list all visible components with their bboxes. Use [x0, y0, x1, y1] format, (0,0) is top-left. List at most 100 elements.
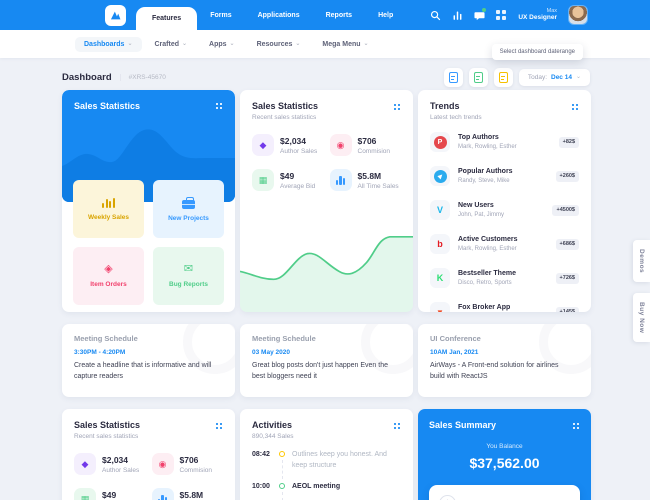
stats-grid: ◆ $2,034 Author Sales ◉ $706 Commision ▦ $…: [62, 440, 235, 500]
subnav-resources[interactable]: Resources ⌄: [256, 40, 301, 48]
list-doc-button[interactable]: [493, 67, 513, 87]
list-icon: [498, 71, 508, 83]
card-subtitle: Recent sales statistics: [252, 114, 317, 121]
author-sales-icon: ◆: [252, 134, 274, 156]
nav-applications[interactable]: Applications: [257, 11, 300, 19]
tile-weekly-sales[interactable]: Weekly Sales: [73, 180, 144, 238]
sales-line-chart: [240, 235, 413, 312]
expand-dots-icon[interactable]: [393, 422, 401, 430]
page-code: #XRS-45670: [119, 73, 166, 81]
coins-icon: ◉: [151, 453, 174, 475]
bar-chart-icon: [101, 197, 116, 208]
nav-help[interactable]: Help: [378, 11, 394, 19]
event-text: Great blog posts don't just happen Even …: [252, 362, 388, 380]
buy-now-tab[interactable]: Buy Now: [633, 293, 650, 343]
nav-reports[interactable]: Reports: [325, 11, 353, 19]
kickstarter-icon: K: [430, 268, 450, 288]
card-title: Sales Summary: [429, 420, 497, 430]
beats-icon: b: [430, 234, 450, 254]
trend-popular-authors[interactable]: ▶ Popular Authors Randy, Steve, Mike +260…: [430, 159, 579, 193]
stats-grid: ◆ $2,034 Author Sales ◉ $706 Commision ▦ $…: [240, 121, 413, 191]
report-doc-button[interactable]: [443, 67, 463, 87]
trend-top-authors[interactable]: P Top Authors Mark, Rowling, Esther +82$: [430, 125, 579, 159]
add-doc-button[interactable]: [468, 67, 488, 87]
event-title: Meeting Schedule: [252, 334, 316, 343]
nav-features[interactable]: Features: [136, 7, 198, 30]
tile-item-orders[interactable]: ◈ Item Orders: [73, 247, 144, 305]
activities-card: Activities 890,344 Sales 08:42 Outlines …: [240, 409, 413, 500]
card-subtitle: Recent sales statistics: [74, 433, 139, 440]
user-info[interactable]: Max UX Designer: [518, 8, 557, 23]
trend-badge: +726$: [555, 272, 579, 284]
statistics-icon[interactable]: [452, 10, 463, 21]
event-text: AirWays - A Front-end solution for airli…: [430, 362, 559, 380]
main-content: Dashboard #XRS-45670 Today: Dec 14 ⌄ Sal…: [0, 58, 650, 500]
header-tools: Today: Dec 14 ⌄: [443, 67, 590, 87]
timeline-dot-yellow: [279, 451, 285, 457]
page-header: Dashboard #XRS-45670 Today: Dec 14 ⌄: [62, 66, 590, 88]
sales-statistics-card: Sales Statistics Recent sales statistics…: [240, 90, 413, 312]
daterange-button[interactable]: Today: Dec 14 ⌄: [518, 68, 590, 86]
card-title: Sales Statistics: [74, 420, 141, 430]
expand-dots-icon[interactable]: [572, 422, 580, 430]
card-grid: Sales Statistics Weekly Sales New Projec…: [62, 90, 591, 500]
subnav-crafted[interactable]: Crafted ⌄: [154, 40, 188, 48]
subnav-dashboards[interactable]: Dashboards ⌄: [75, 36, 142, 52]
card-title: Activities: [252, 420, 293, 430]
activity-item: 10:00 AEOL meeting: [252, 482, 401, 500]
avatar[interactable]: [568, 5, 588, 25]
expand-dots-icon[interactable]: [571, 103, 579, 111]
card-title: Sales Statistics: [74, 101, 141, 111]
tile-new-projects[interactable]: New Projects: [153, 180, 224, 238]
trends-card: Trends Latest tech trends P Top Authors M…: [418, 90, 591, 312]
basket-icon: ▦: [252, 169, 274, 191]
user-role: UX Designer: [518, 14, 557, 22]
layers-icon: ◈: [104, 263, 113, 275]
nav-forms[interactable]: Forms: [210, 11, 232, 19]
balance-value: $37,562.00: [469, 455, 540, 471]
card-title: Trends: [430, 101, 460, 111]
chevron-down-icon: ⌄: [127, 41, 133, 47]
trend-fox-broker-app[interactable]: ▼ Fox Broker AppFinance, Corporate, Apps…: [430, 295, 579, 312]
expand-dots-icon[interactable]: [215, 102, 223, 110]
subnav-mega-menu[interactable]: Mega Menu ⌄: [322, 40, 369, 48]
apps-grid-icon[interactable]: [496, 9, 507, 21]
chevron-down-icon: ⌄: [229, 41, 235, 47]
coins-icon: ◉: [329, 134, 352, 156]
meeting-schedule-card-1: Meeting Schedule 3:30PM - 4:20PM Create …: [62, 324, 235, 397]
demos-tab[interactable]: Demos: [633, 240, 650, 283]
trend-new-users[interactable]: V New Users John, Pat, Jimmy +4500$: [430, 193, 579, 227]
product-hunt-icon: P: [430, 132, 450, 152]
subnav-apps[interactable]: Apps ⌄: [209, 40, 235, 48]
sales-summary-card: Sales Summary You Balance $37,562.00 $ S…: [418, 409, 591, 500]
ui-conference-card: UI Conference 10AM Jan, 2021 AirWays - A…: [418, 324, 591, 397]
trend-bestseller-theme[interactable]: K Bestseller Theme Disco, Retro, Sports +…: [430, 261, 579, 295]
tile-bug-reports[interactable]: ✉ Bug Reports: [153, 247, 224, 305]
event-time: 3:30PM - 4:20PM: [74, 349, 126, 356]
card-subtitle: Latest tech trends: [430, 114, 482, 121]
sales-statistics-card-2: Sales Statistics Recent sales statistics…: [62, 409, 235, 500]
app-logo[interactable]: [105, 4, 126, 26]
expand-dots-icon[interactable]: [393, 103, 401, 111]
stat-commission: ◉ $706 Commision: [151, 453, 224, 475]
activity-item: 08:42 Outlines keep you honest. And keep…: [252, 450, 401, 480]
chat-icon[interactable]: [474, 7, 487, 21]
main-menu: Features Forms Applications Reports Help: [136, 0, 406, 30]
expand-dots-icon[interactable]: [215, 422, 223, 430]
mail-icon: ✉: [183, 263, 194, 275]
card-subtitle: 890,344 Sales: [252, 433, 294, 440]
trend-list: P Top Authors Mark, Rowling, Esther +82$ …: [418, 121, 591, 312]
event-title: UI Conference: [430, 334, 481, 343]
trend-active-customers[interactable]: b Active Customers Mark, Rowling, Esther …: [430, 227, 579, 261]
page-title: Dashboard: [62, 71, 112, 83]
chevron-down-icon: ⌄: [363, 41, 369, 47]
stat-commission: ◉ $706 Commision: [329, 134, 402, 156]
topbar: Features Forms Applications Reports Help…: [0, 0, 650, 30]
quick-tiles: Weekly Sales New Projects ◈ Item Orders …: [62, 180, 235, 305]
chevron-down-icon: ⌄: [575, 74, 581, 80]
search-icon[interactable]: [430, 10, 441, 21]
stat-author-sales: ◆ $2,034 Author Sales: [74, 453, 146, 475]
